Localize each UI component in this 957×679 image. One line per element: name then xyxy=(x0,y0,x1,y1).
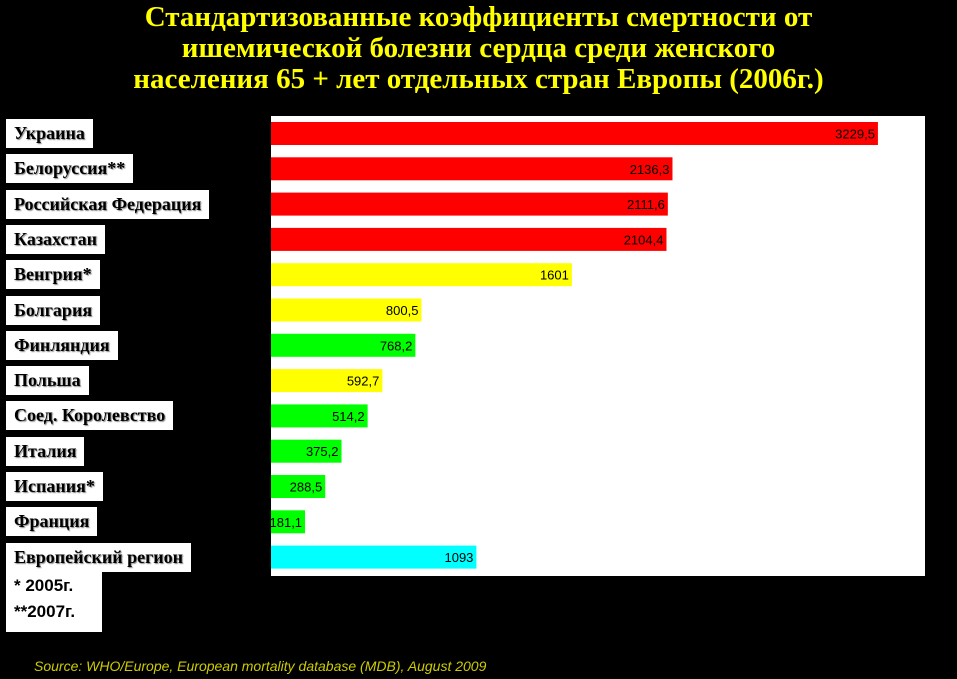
footnotes: * 2005г. **2007г. xyxy=(6,570,102,632)
bar-3 xyxy=(271,227,667,251)
category-label-1: Белоруссия** xyxy=(6,154,134,184)
category-label-9: Италия xyxy=(6,436,85,466)
bar-0 xyxy=(271,122,878,145)
bar-value-label-6: 768,2 xyxy=(380,338,413,353)
bar-value-label-8: 514,2 xyxy=(332,409,365,424)
bar-chart: 3229,5 2136,3 2111,6 2104,4 1601 800,5 768,2 59… xyxy=(271,122,878,569)
bar-1 xyxy=(271,157,673,181)
category-label-3: Казахстан xyxy=(6,224,105,254)
bar-4 xyxy=(271,263,572,287)
bar-value-label-9: 375,2 xyxy=(306,444,339,459)
title-line-1: Стандартизованные коэффициенты смертност… xyxy=(144,1,813,33)
bar-value-label-2: 2111,6 xyxy=(627,197,665,212)
category-label-4: Венгрия* xyxy=(6,260,100,290)
footnote-2007: **2007г. xyxy=(14,602,76,621)
bar-value-label-12: 1093 xyxy=(444,550,473,565)
bar-10 xyxy=(271,475,326,498)
category-label-5: Болгария xyxy=(6,295,101,325)
bar-value-label-10: 288,5 xyxy=(290,480,323,495)
bar-value-label-1: 2136,3 xyxy=(630,162,670,177)
bar-12 xyxy=(271,545,477,569)
bar-value-label-11: 181,1 xyxy=(271,515,302,530)
bar-value-label-4: 1601 xyxy=(540,268,569,283)
chart-title: Стандартизованные коэффициенты смертност… xyxy=(0,2,957,95)
bar-6 xyxy=(271,333,416,357)
footnote-2005: * 2005г. xyxy=(14,576,74,595)
bar-2 xyxy=(271,192,668,216)
bar-9 xyxy=(271,439,342,463)
bar-value-label-0: 3229,5 xyxy=(835,127,875,142)
bar-value-label-5: 800,5 xyxy=(386,303,419,318)
category-label-11: Франция xyxy=(6,507,98,537)
title-line-2: ишемической болезни сердца среди женског… xyxy=(181,32,776,64)
bar-7 xyxy=(271,369,383,393)
category-label-12: Европейский регион xyxy=(6,542,191,572)
category-label-8: Соед. Королевство xyxy=(6,401,174,431)
category-label-7: Польша xyxy=(6,366,89,396)
bar-8 xyxy=(271,404,368,428)
source-note: Source: WHO/Europe, European mortality d… xyxy=(34,658,487,674)
bar-value-label-3: 2104,4 xyxy=(624,232,664,247)
bar-5 xyxy=(271,298,422,322)
plot-area: 3229,5 2136,3 2111,6 2104,4 1601 800,5 768,2 59… xyxy=(271,116,925,576)
bar-11 xyxy=(271,510,306,534)
category-label-2: Российская Федерация xyxy=(6,189,210,219)
category-label-10: Испания* xyxy=(6,472,103,501)
category-label-6: Финляндия xyxy=(6,330,118,360)
category-label-0: Украина xyxy=(6,119,93,148)
title-line-3: населения 65 + лет отдельных стран Европ… xyxy=(133,63,824,95)
bar-value-label-7: 592,7 xyxy=(347,374,380,389)
